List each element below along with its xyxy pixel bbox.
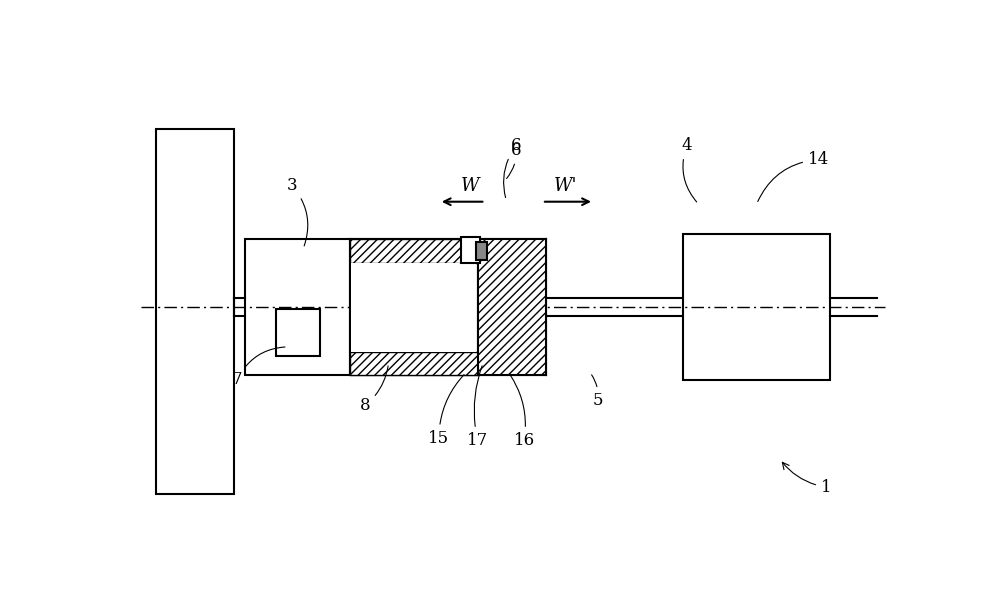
Bar [276, 309, 320, 356]
Text: 14: 14 [758, 151, 829, 201]
Bar [476, 243, 487, 260]
Text: 5: 5 [592, 375, 603, 409]
Text: 17: 17 [467, 366, 488, 449]
Bar [245, 239, 350, 375]
Text: 7: 7 [232, 347, 285, 388]
Text: 15: 15 [428, 375, 464, 447]
Bar [478, 239, 546, 375]
Text: 4: 4 [682, 137, 697, 202]
Bar [683, 235, 830, 379]
Text: 6: 6 [507, 142, 522, 179]
Bar [351, 263, 476, 351]
Bar [350, 239, 478, 263]
Text: W': W' [553, 177, 577, 195]
Text: 6: 6 [504, 137, 522, 198]
Text: 8: 8 [360, 366, 388, 414]
Text: 1: 1 [782, 462, 832, 496]
Bar [461, 237, 480, 263]
Text: 16: 16 [510, 375, 535, 449]
Bar [156, 129, 234, 494]
Text: W: W [461, 177, 479, 195]
Text: 3: 3 [286, 177, 308, 246]
Bar [350, 239, 478, 375]
Bar [350, 351, 478, 375]
